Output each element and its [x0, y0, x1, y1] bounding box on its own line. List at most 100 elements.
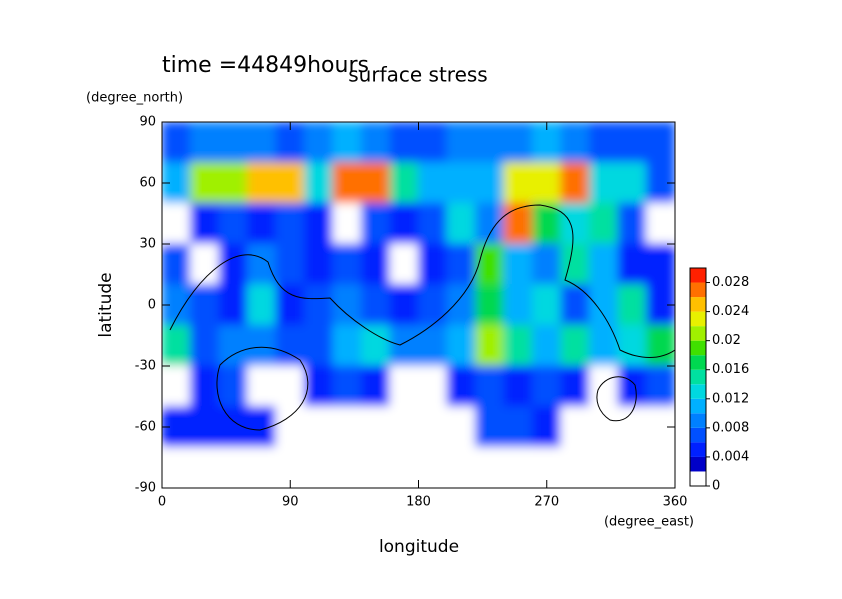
- cell: [304, 284, 334, 326]
- cell: [617, 324, 647, 367]
- cell: [418, 365, 448, 408]
- cell: [162, 202, 191, 245]
- cell: [475, 284, 505, 326]
- colorbar-swatch: [690, 282, 706, 298]
- cell: [646, 122, 675, 164]
- cell: [532, 162, 562, 204]
- cell: [446, 243, 476, 286]
- colorbar-tick-label: 0.008: [712, 420, 749, 435]
- x-unit: (degree_east): [604, 515, 694, 530]
- cell: [589, 324, 619, 367]
- cell: [162, 122, 191, 164]
- cell: [332, 446, 362, 488]
- cell: [304, 365, 334, 408]
- cell: [646, 202, 675, 245]
- cell: [646, 324, 675, 367]
- y-tick-label: -60: [135, 420, 156, 435]
- cell: [275, 406, 305, 448]
- cell: [560, 284, 590, 326]
- cell: [560, 406, 590, 448]
- cell: [418, 406, 448, 448]
- colorbar-swatch: [690, 413, 706, 428]
- cell: [162, 446, 191, 488]
- cell: [617, 243, 647, 286]
- cell: [218, 122, 248, 164]
- cell: [646, 243, 675, 286]
- colorbar-swatch: [690, 398, 706, 414]
- cell: [532, 406, 562, 448]
- cell: [589, 365, 619, 408]
- colorbar-swatch: [690, 427, 706, 443]
- cell: [617, 365, 647, 408]
- cell: [304, 202, 334, 245]
- cell: [275, 202, 305, 245]
- cell: [446, 365, 476, 408]
- cell: [162, 324, 191, 367]
- cell: [247, 284, 277, 326]
- y-tick-label: 30: [139, 237, 156, 252]
- x-tick-label: 180: [406, 495, 431, 510]
- cell: [503, 243, 533, 286]
- cell: [617, 446, 647, 488]
- colorbar-swatch: [690, 442, 706, 457]
- cell: [218, 365, 248, 408]
- cell: [332, 243, 362, 286]
- cell: [475, 202, 505, 245]
- cell: [503, 202, 533, 245]
- cell: [247, 243, 277, 286]
- coastlines: [169, 204, 675, 431]
- colorbar-swatch: [690, 369, 706, 385]
- cell: [532, 202, 562, 245]
- cell: [247, 202, 277, 245]
- cell: [589, 406, 619, 448]
- cell: [503, 122, 533, 164]
- colorbar: 0 0.004 0.008 0.012 0.016 0.02 0.024 0.028: [689, 267, 749, 494]
- cell: [332, 162, 362, 204]
- cell: [532, 365, 562, 408]
- cell: [218, 243, 248, 286]
- cell: [247, 446, 277, 488]
- cell: [247, 162, 277, 204]
- y-tick-label: -90: [135, 481, 156, 496]
- cell: [418, 202, 448, 245]
- cell: [332, 365, 362, 408]
- cell: [361, 122, 391, 164]
- cell: [190, 406, 220, 448]
- cell: [389, 284, 419, 326]
- cell: [446, 324, 476, 367]
- cell: [218, 284, 248, 326]
- colorbar-tick-label: 0.012: [712, 391, 749, 406]
- cell: [418, 122, 448, 164]
- cell: [361, 365, 391, 408]
- cell: [532, 284, 562, 326]
- cell: [446, 122, 476, 164]
- colorbar-swatch: [690, 340, 706, 356]
- cell: [418, 324, 448, 367]
- cell: [275, 243, 305, 286]
- coastline: [169, 204, 675, 358]
- cell: [617, 406, 647, 448]
- cell: [418, 243, 448, 286]
- cell: [190, 324, 220, 367]
- cell: [389, 122, 419, 164]
- colorbar-tick-label: 0.016: [712, 362, 749, 377]
- y-tick-label: 0: [148, 298, 156, 313]
- colorbar-frame: [689, 267, 707, 487]
- cell: [389, 243, 419, 286]
- cell: [589, 284, 619, 326]
- cell: [361, 284, 391, 326]
- cell: [646, 365, 675, 408]
- coastline: [216, 346, 309, 431]
- cell: [446, 446, 476, 488]
- cell: [190, 202, 220, 245]
- colorbar-tick-label: 0.024: [712, 304, 749, 319]
- cell: [617, 122, 647, 164]
- cell: [503, 446, 533, 488]
- cell: [361, 446, 391, 488]
- subtitle: time =44849hours: [162, 53, 369, 78]
- cell: [475, 365, 505, 408]
- colorbar-swatch: [690, 471, 706, 486]
- cell: [275, 162, 305, 204]
- cell: [589, 162, 619, 204]
- cell: [190, 122, 220, 164]
